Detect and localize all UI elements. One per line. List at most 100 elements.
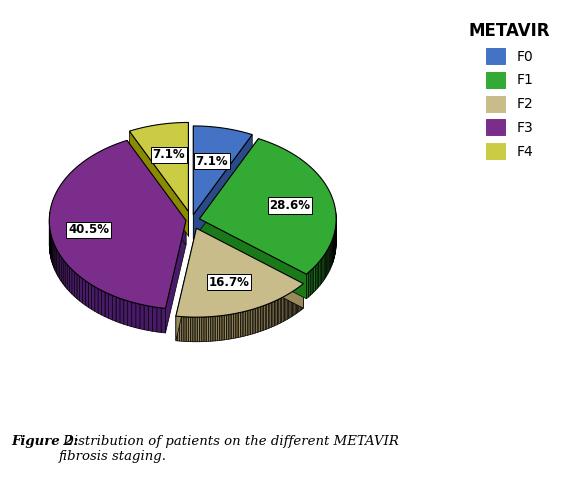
Polygon shape (55, 246, 56, 274)
Polygon shape (252, 309, 254, 334)
Polygon shape (128, 301, 132, 326)
Polygon shape (212, 316, 214, 341)
Polygon shape (244, 311, 245, 336)
Polygon shape (226, 314, 228, 340)
Polygon shape (207, 317, 208, 342)
Polygon shape (92, 285, 95, 312)
Polygon shape (263, 305, 265, 330)
Polygon shape (221, 316, 223, 340)
Polygon shape (321, 257, 323, 283)
Polygon shape (223, 315, 225, 340)
Polygon shape (276, 300, 278, 325)
Polygon shape (292, 290, 294, 316)
Polygon shape (262, 306, 263, 331)
Text: 7.1%: 7.1% (153, 148, 185, 162)
Polygon shape (283, 296, 284, 322)
Polygon shape (333, 234, 334, 260)
Polygon shape (124, 300, 128, 326)
Polygon shape (310, 270, 312, 295)
Polygon shape (302, 284, 303, 309)
Polygon shape (228, 314, 230, 340)
Polygon shape (61, 257, 63, 284)
Polygon shape (300, 286, 301, 311)
Polygon shape (327, 250, 328, 276)
Polygon shape (67, 264, 69, 291)
Polygon shape (232, 314, 234, 338)
Polygon shape (217, 316, 219, 340)
Polygon shape (112, 296, 116, 322)
Polygon shape (320, 259, 321, 285)
Polygon shape (72, 270, 74, 296)
Polygon shape (109, 294, 112, 320)
Polygon shape (77, 274, 79, 301)
Polygon shape (299, 286, 300, 312)
Polygon shape (176, 316, 178, 341)
Polygon shape (132, 302, 136, 328)
Polygon shape (319, 260, 320, 287)
Polygon shape (98, 288, 101, 315)
Polygon shape (51, 235, 52, 262)
Polygon shape (290, 292, 291, 318)
Polygon shape (270, 302, 271, 328)
Polygon shape (183, 316, 185, 342)
Polygon shape (53, 240, 54, 268)
Polygon shape (297, 287, 299, 312)
Text: 28.6%: 28.6% (270, 199, 311, 212)
Polygon shape (230, 314, 232, 339)
Polygon shape (324, 254, 325, 280)
Polygon shape (317, 262, 319, 289)
Polygon shape (314, 266, 315, 292)
Polygon shape (161, 308, 166, 333)
Text: Distribution of patients on the different METAVIR
fibrosis staging.: Distribution of patients on the differen… (59, 435, 399, 463)
Polygon shape (203, 317, 205, 342)
Text: 16.7%: 16.7% (208, 276, 249, 288)
Polygon shape (240, 312, 242, 337)
Polygon shape (190, 317, 192, 342)
Polygon shape (129, 122, 189, 212)
Polygon shape (235, 313, 237, 338)
Polygon shape (180, 316, 181, 341)
Polygon shape (58, 252, 60, 279)
Polygon shape (279, 298, 280, 324)
Polygon shape (249, 310, 251, 335)
Polygon shape (265, 304, 267, 330)
Polygon shape (225, 315, 226, 340)
Polygon shape (95, 286, 98, 313)
Polygon shape (196, 228, 303, 308)
Polygon shape (166, 220, 186, 333)
Polygon shape (306, 272, 309, 299)
Polygon shape (295, 289, 296, 314)
Polygon shape (288, 293, 290, 318)
Polygon shape (239, 312, 240, 338)
Polygon shape (181, 316, 183, 342)
Legend: F0, F1, F2, F3, F4: F0, F1, F2, F3, F4 (463, 17, 556, 165)
Polygon shape (201, 317, 203, 342)
Polygon shape (301, 284, 302, 310)
Polygon shape (205, 317, 207, 342)
Polygon shape (291, 292, 292, 317)
Polygon shape (105, 292, 109, 318)
Polygon shape (219, 316, 221, 340)
Polygon shape (242, 312, 244, 336)
Polygon shape (192, 317, 194, 342)
Polygon shape (140, 304, 144, 330)
Polygon shape (259, 307, 260, 332)
Polygon shape (54, 244, 55, 271)
Polygon shape (74, 272, 77, 298)
Polygon shape (294, 290, 295, 316)
Polygon shape (144, 305, 148, 330)
Polygon shape (315, 264, 317, 290)
Polygon shape (176, 228, 303, 317)
Polygon shape (210, 316, 212, 342)
Text: Figure 2:: Figure 2: (11, 435, 79, 448)
Polygon shape (273, 302, 274, 326)
Polygon shape (282, 297, 283, 322)
Polygon shape (82, 278, 86, 305)
Polygon shape (193, 126, 252, 215)
Polygon shape (79, 276, 82, 303)
Polygon shape (187, 317, 189, 342)
Polygon shape (136, 303, 140, 329)
Polygon shape (268, 304, 270, 328)
Text: 7.1%: 7.1% (196, 154, 229, 168)
Polygon shape (194, 317, 196, 342)
